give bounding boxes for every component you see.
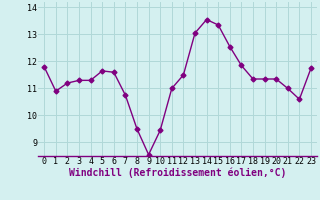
X-axis label: Windchill (Refroidissement éolien,°C): Windchill (Refroidissement éolien,°C) (69, 168, 286, 178)
